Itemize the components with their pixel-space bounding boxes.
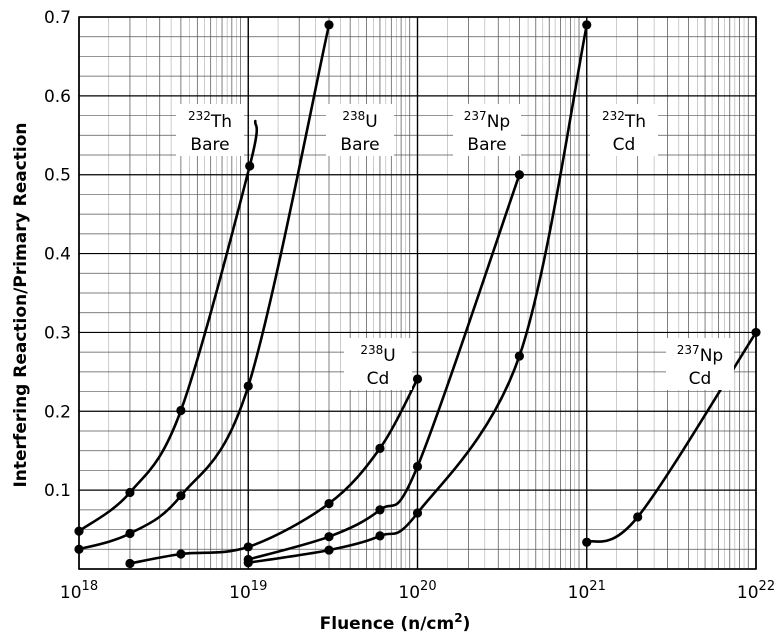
label-symbol: U (383, 346, 395, 366)
label-mass-number: 238 (360, 343, 383, 357)
data-point (633, 512, 643, 522)
label-background (344, 338, 412, 390)
x-tick-base: 10 (568, 583, 590, 603)
label-background (176, 104, 244, 156)
x-tick-label: 1021 (568, 579, 606, 603)
data-point (514, 351, 524, 361)
label-mass-number: 237 (677, 343, 700, 357)
label-mass-number: 238 (342, 109, 365, 123)
series-label-5: 237Np Cd (666, 338, 734, 390)
label-mass-number: 237 (464, 109, 487, 123)
plot-frame (78, 16, 757, 570)
x-tick-base: 10 (60, 583, 82, 603)
label-background (590, 104, 658, 156)
y-tick-label: 0.3 (44, 323, 71, 343)
data-point (412, 508, 423, 518)
data-point (176, 549, 186, 559)
x-tick-label: 1018 (60, 579, 98, 603)
data-point (582, 20, 592, 30)
data-point (412, 461, 423, 472)
data-point (74, 544, 84, 554)
data-point (74, 526, 84, 536)
y-axis-title: Interfering Reaction/Primary Reaction (11, 122, 31, 487)
y-tick-label: 0.2 (44, 402, 71, 422)
label-condition: Cd (689, 369, 712, 389)
data-point (751, 327, 761, 338)
label-symbol: Th (624, 112, 646, 132)
label-isotope: 238U (342, 109, 377, 132)
label-isotope: 237Np (677, 343, 723, 366)
series-label-0: 232Th Bare (176, 104, 244, 156)
x-tick-label: 1020 (398, 579, 436, 603)
label-background (666, 338, 734, 390)
data-point (375, 531, 385, 541)
x-tick-labels: 1018 1019 1020 1021 1022 (60, 579, 775, 603)
data-point (176, 405, 186, 416)
series-labels: 232ThBare238UBare237NpBare232ThCd238UCd2… (176, 104, 734, 390)
label-background (453, 104, 521, 156)
x-tick-base: 10 (229, 583, 251, 603)
label-condition: Cd (613, 135, 636, 155)
y-tick-label: 0.7 (44, 8, 71, 28)
data-point (243, 558, 253, 568)
x-axis-title: Fluence (n/cm2) (320, 611, 471, 634)
label-background (326, 104, 394, 156)
data-point (125, 558, 135, 569)
data-point (582, 537, 592, 547)
y-tick-label: 0.1 (44, 481, 71, 501)
data-point (245, 161, 255, 171)
label-symbol: Th (210, 112, 232, 132)
data-point (125, 528, 135, 539)
x-tick-exponent: 21 (589, 579, 606, 594)
label-condition: Bare (467, 135, 506, 155)
label-mass-number: 232 (602, 109, 625, 123)
x-tick-base: 10 (398, 583, 420, 603)
series-curve-3 (247, 173, 521, 561)
data-point (324, 20, 334, 30)
label-mass-number: 232 (188, 109, 211, 123)
data-point (324, 498, 334, 509)
series-label-1: 238U Bare (326, 104, 394, 156)
label-symbol: U (365, 112, 377, 132)
series-curve-0 (77, 119, 259, 533)
y-tick-label: 0.6 (44, 87, 71, 107)
x-tick-base: 10 (737, 583, 759, 603)
y-tick-label: 0.4 (44, 245, 71, 265)
label-isotope: 237Np (464, 109, 510, 132)
y-tick-labels: 0.1 0.2 0.3 0.4 0.5 0.6 0.7 (44, 8, 71, 501)
label-condition: Bare (190, 135, 229, 155)
data-point (412, 374, 423, 384)
series-label-4: 238U Cd (344, 338, 412, 390)
data-point (375, 443, 385, 453)
series-label-2: 237Np Bare (453, 104, 521, 156)
label-condition: Cd (367, 369, 390, 389)
label-symbol: Np (700, 346, 724, 366)
x-tick-exponent: 18 (82, 579, 99, 594)
label-symbol: Np (487, 112, 511, 132)
data-point (176, 491, 186, 501)
label-isotope: 238U (360, 343, 395, 366)
data-point (514, 170, 524, 180)
x-tick-exponent: 22 (759, 579, 776, 594)
data-points (74, 20, 761, 569)
data-point (375, 505, 385, 515)
x-tick-exponent: 20 (420, 579, 437, 594)
x-tick-label: 1019 (229, 579, 267, 603)
label-condition: Bare (340, 135, 379, 155)
label-isotope: 232Th (602, 109, 646, 132)
data-point (324, 545, 334, 555)
y-tick-label: 0.5 (44, 166, 71, 186)
series-label-3: 232Th Cd (590, 104, 658, 156)
data-point (125, 487, 135, 498)
x-tick-label: 1022 (737, 579, 775, 603)
data-point (243, 542, 253, 552)
series-curve-2 (128, 377, 419, 565)
data-point (243, 381, 253, 391)
label-isotope: 232Th (188, 109, 232, 132)
x-tick-exponent: 19 (251, 579, 268, 594)
data-point (324, 532, 334, 542)
